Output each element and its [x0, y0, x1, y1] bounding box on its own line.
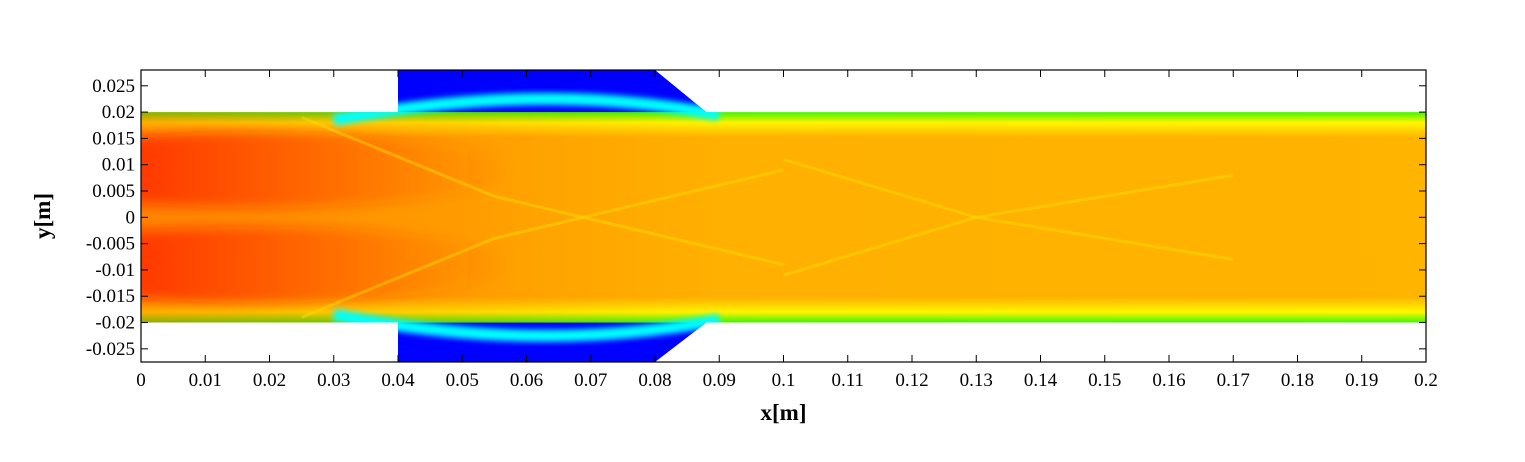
x-tick-label: 0.05 [446, 370, 479, 391]
hot-lobe-lower [141, 226, 514, 303]
y-axis: 0.025 0.02 0.015 0.01 0.005 0 -0.005 -0.01 -0.01… [86, 76, 1426, 360]
shock-pattern [301, 115, 1234, 319]
x-tick-label: 0.09 [703, 370, 736, 391]
x-tick-label: 0.13 [960, 370, 993, 391]
x-tick-label: 0.2 [1414, 370, 1438, 391]
plot-area [141, 70, 1426, 362]
field-layer [141, 92, 1426, 342]
x-tick-label: 0.08 [638, 370, 671, 391]
shock-line-7 [976, 215, 1234, 261]
shock-line-6 [976, 173, 1234, 219]
x-tick-label: 0.02 [253, 370, 286, 391]
x-tick-label: 0.01 [189, 370, 222, 391]
x-tick-label: 0.11 [831, 370, 864, 391]
x-tick-label: 0.07 [574, 370, 607, 391]
shock-line-5 [783, 215, 977, 277]
x-axis: 0 0.01 0.02 0.03 0.04 0.05 0.06 0.07 0.08 0.09 0.1… [136, 70, 1438, 391]
y-tick-label: 0.01 [102, 155, 135, 176]
y-tick-label: 0.005 [92, 181, 135, 202]
x-tick-label: 0.03 [317, 370, 350, 391]
shock-line-0 [301, 115, 495, 198]
x-tick-label: 0.18 [1281, 370, 1314, 391]
y-tick-label: -0.015 [86, 286, 135, 307]
y-axis-label: y[m] [30, 193, 55, 239]
y-tick-label: 0.025 [92, 76, 135, 97]
shock-line-4 [783, 158, 977, 219]
x-tick-label: 0.16 [1152, 370, 1185, 391]
y-tick-label: -0.01 [95, 260, 135, 281]
shock-line-2 [494, 194, 784, 267]
x-tick-label: 0.04 [381, 370, 415, 391]
x-tick-label: 0.1 [772, 370, 796, 391]
hot-lobe-upper [141, 132, 514, 208]
x-tick-label: 0.17 [1217, 370, 1250, 391]
x-axis-label: x[m] [761, 400, 807, 425]
x-tick-label: 0.06 [510, 370, 543, 391]
shock-line-3 [494, 168, 784, 240]
x-tick-label: 0 [136, 370, 146, 391]
x-tick-label: 0.12 [895, 370, 928, 391]
y-tick-label: -0.02 [95, 313, 135, 334]
y-tick-label: -0.025 [86, 339, 135, 360]
x-tick-label: 0.15 [1088, 370, 1121, 391]
x-tick-label: 0.14 [1024, 370, 1058, 391]
x-tick-label: 0.19 [1345, 370, 1378, 391]
y-tick-label: -0.005 [86, 234, 135, 255]
shock-line-1 [301, 236, 495, 319]
y-tick-label: 0.015 [92, 128, 135, 149]
y-tick-label: 0 [126, 207, 136, 228]
y-tick-label: 0.02 [102, 102, 135, 123]
